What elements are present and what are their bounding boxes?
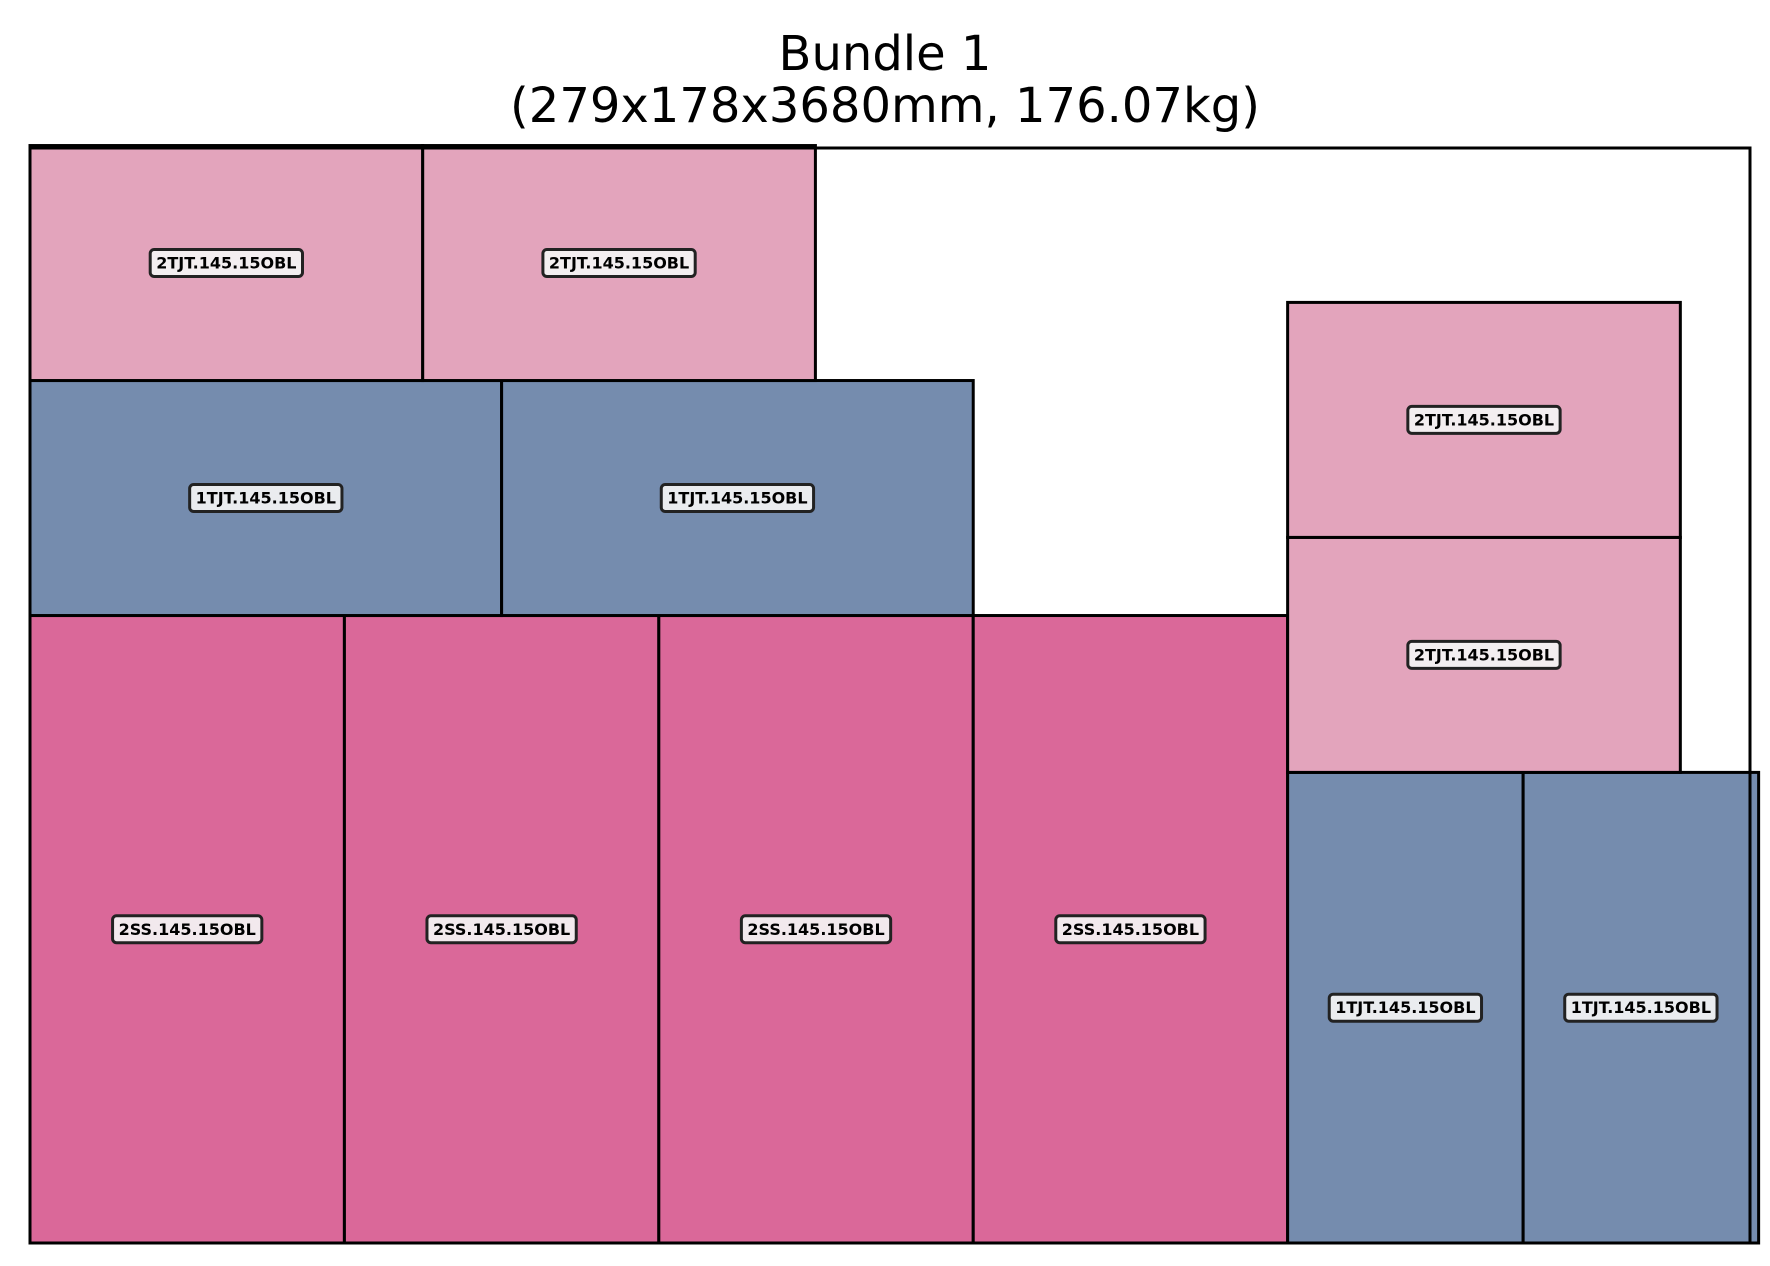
piece: 2TJT.145.15OBL xyxy=(1286,535,1682,774)
piece: 1TJT.145.15OBL xyxy=(1286,770,1525,1245)
piece-label-box xyxy=(1054,914,1207,945)
piece: 1TJT.145.15OBL xyxy=(1521,770,1761,1245)
piece: 2SS.145.15OBL xyxy=(342,614,661,1245)
piece-label-box xyxy=(148,248,304,279)
piece: 2TJT.145.15OBL xyxy=(1286,300,1682,539)
piece-label-box xyxy=(425,914,578,945)
piece-label-box xyxy=(1563,992,1719,1023)
piece-label-box xyxy=(659,483,816,514)
piece-label: 2TJT.145.15OBL xyxy=(1414,410,1554,429)
piece-label-box xyxy=(739,914,893,945)
piece-label-box xyxy=(1406,404,1562,435)
piece-label-box xyxy=(1327,992,1484,1023)
piece-label: 1TJT.145.15OBL xyxy=(1335,998,1475,1017)
piece: 2SS.145.15OBL xyxy=(971,614,1290,1245)
piece-label-box xyxy=(111,914,264,945)
piece-label: 2SS.145.15OBL xyxy=(119,920,256,939)
piece-label: 2SS.145.15OBL xyxy=(1062,920,1199,939)
bundle-outline xyxy=(28,146,1752,1245)
chart-subtitle: (279x178x3680mm, 176.07kg) xyxy=(510,78,1260,134)
piece-rect xyxy=(500,379,975,618)
piece: 2TJT.145.15OBL xyxy=(28,144,425,383)
piece-label: 2TJT.145.15OBL xyxy=(549,254,689,273)
piece: 1TJT.145.15OBL xyxy=(28,379,504,618)
piece-label: 1TJT.145.15OBL xyxy=(1571,998,1711,1017)
chart-title: Bundle 1 xyxy=(778,26,992,82)
piece-label: 2TJT.145.15OBL xyxy=(156,254,296,273)
piece-label: 2SS.145.15OBL xyxy=(433,920,570,939)
pieces-layer: 2SS.145.15OBL 2SS.145.15OBL 2SS.145.15OBL 2… xyxy=(28,144,1761,1245)
piece-label-box xyxy=(541,248,697,279)
piece-label: 2TJT.145.15OBL xyxy=(1414,645,1554,664)
piece: 2SS.145.15OBL xyxy=(28,614,346,1245)
piece-label-box xyxy=(188,483,344,514)
piece: 2SS.145.15OBL xyxy=(657,614,975,1245)
piece-label: 1TJT.145.15OBL xyxy=(196,489,336,508)
piece: 1TJT.145.15OBL xyxy=(500,379,975,618)
piece-label-box xyxy=(1406,639,1562,670)
piece-label: 2SS.145.15OBL xyxy=(747,920,884,939)
piece: 2TJT.145.15OBL xyxy=(421,144,817,383)
piece-label: 1TJT.145.15OBL xyxy=(667,489,807,508)
